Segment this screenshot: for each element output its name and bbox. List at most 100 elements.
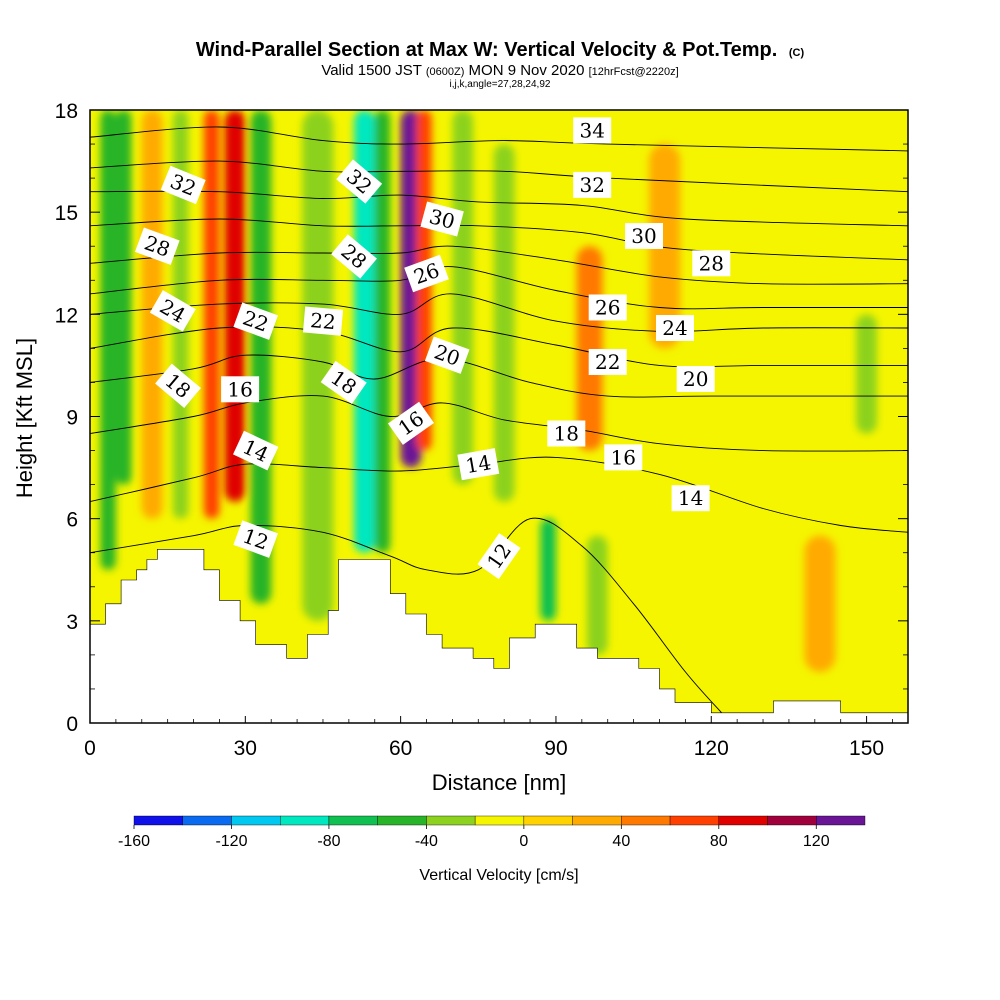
contour-label-bg	[676, 366, 715, 392]
colorbar-swatch-13	[767, 815, 817, 826]
contour-label-bg	[336, 159, 383, 204]
y-tick-label-6: 6	[66, 509, 78, 532]
theta-contour-34	[90, 126, 908, 152]
theta-contour-12	[90, 517, 722, 714]
velocity-column-6	[250, 110, 272, 604]
y-tick-label-12: 12	[55, 304, 78, 327]
y-tick-label-9: 9	[66, 407, 78, 430]
contour-label-bg	[404, 254, 449, 293]
colorbar-tick-label-4: 0	[519, 833, 528, 850]
velocity-column-1	[115, 110, 132, 485]
colorbar-tick-label-1: -120	[215, 833, 247, 850]
velocity-column-9	[374, 110, 391, 553]
x-tick-label-60: 60	[389, 737, 412, 760]
contour-label-8: 22	[302, 306, 344, 336]
contour-label-text: 18	[554, 422, 579, 446]
colorbar-tick-label-7: 120	[803, 833, 830, 850]
theta-contour-32	[90, 160, 908, 193]
terrain	[90, 548, 908, 723]
colorbar-swatch-2	[231, 815, 281, 826]
velocity-column-19	[856, 314, 877, 434]
x-tick-label-120: 120	[694, 737, 729, 760]
colorbar-tick-label-2: -80	[317, 833, 340, 850]
contour-label-bg	[692, 250, 731, 277]
colorbar-swatch-12	[718, 815, 768, 826]
velocity-column-17	[649, 144, 681, 349]
contour-label-bg	[134, 227, 180, 265]
contour-label-text: 28	[699, 251, 724, 275]
velocity-column-18	[804, 535, 836, 672]
contour-label-5: 16	[221, 376, 260, 403]
contour-label-bg	[573, 171, 612, 198]
colorbar-swatch-4	[328, 815, 378, 826]
colorbar-tick-label-3: -40	[415, 833, 438, 850]
chart-subtitle-indices: i,j,k,angle=27,28,24,92	[450, 79, 551, 90]
theta-contour-26	[90, 245, 908, 285]
x-axis-label: Distance [nm]	[432, 770, 567, 795]
theta-contour-24	[90, 266, 908, 310]
contour-label-17: 12	[477, 533, 521, 580]
contour-label-23: 24	[656, 315, 694, 341]
contour-label-bg	[477, 533, 521, 580]
colorbar-swatch-1	[182, 815, 232, 826]
y-tick-label-18: 18	[55, 100, 78, 123]
plot-area: 3228241822161412221828323026201614123432…	[90, 110, 908, 723]
colorbar-swatch-3	[280, 815, 330, 826]
contour-label-text: 32	[579, 173, 604, 197]
velocity-column-16	[587, 535, 608, 655]
contour-label-text: 22	[309, 308, 336, 334]
contour-label-28: 14	[671, 485, 710, 512]
contour-label-bg	[420, 201, 464, 237]
contour-label-text: 14	[464, 450, 493, 478]
velocity-column-4	[203, 110, 220, 519]
contour-label-bg	[671, 485, 710, 512]
contour-label-bg	[149, 290, 196, 332]
theta-contour-30	[90, 190, 908, 227]
colorbar-tick-label-6: 80	[710, 833, 728, 850]
contour-label-bg	[302, 306, 344, 336]
colorbar-swatch-11	[669, 815, 719, 826]
contour-label-text: 16	[611, 445, 636, 469]
contour-label-bg	[331, 234, 377, 279]
contour-label-21: 28	[692, 250, 731, 277]
contour-label-bg	[604, 444, 643, 471]
contour-label-bg	[221, 376, 260, 403]
y-tick-label-3: 3	[66, 611, 78, 634]
colorbar-swatch-7	[474, 815, 525, 826]
contour-label-bg	[233, 520, 279, 558]
contour-label-bg	[233, 302, 279, 340]
contour-label-22: 26	[588, 294, 627, 321]
velocity-column-14	[540, 518, 556, 621]
contour-label-26: 18	[547, 420, 586, 447]
chart-subtitle: Valid 1500 JST (0600Z) MON 9 Nov 2020 [1…	[321, 62, 678, 79]
contour-label-27: 16	[604, 444, 643, 471]
contour-label-text: 20	[683, 367, 708, 391]
contour-label-bg	[160, 165, 206, 205]
contour-label-text: 30	[631, 224, 656, 248]
contour-label-12: 30	[420, 201, 464, 237]
colorbar-tick-label-5: 40	[612, 833, 630, 850]
contour-label-19: 32	[573, 171, 612, 198]
contour-label-bg	[155, 363, 201, 408]
colorbar-label: Vertical Velocity [cm/s]	[419, 867, 578, 884]
theta-contour-16	[90, 395, 908, 452]
x-tick-label-30: 30	[234, 737, 257, 760]
velocity-column-0	[100, 110, 116, 570]
velocity-column-2	[141, 110, 163, 519]
y-tick-label-0: 0	[66, 713, 78, 736]
contour-label-bg	[387, 401, 435, 445]
velocity-column-8	[354, 110, 375, 553]
x-tick-label-90: 90	[544, 737, 567, 760]
velocity-column-13	[493, 144, 515, 502]
contour-label-bg	[424, 336, 470, 374]
contour-label-25: 20	[676, 366, 715, 392]
colorbar-swatch-10	[621, 815, 671, 826]
contour-label-text: 16	[227, 377, 252, 401]
contour-label-16: 14	[457, 448, 500, 481]
colorbar-swatch-8	[523, 815, 573, 826]
contour-label-bg	[320, 360, 367, 404]
contour-label-bg	[625, 223, 663, 249]
colorbar: -160 -120 -80 -40 0 40 80 120	[118, 815, 866, 850]
contour-label-text: 26	[595, 296, 620, 320]
